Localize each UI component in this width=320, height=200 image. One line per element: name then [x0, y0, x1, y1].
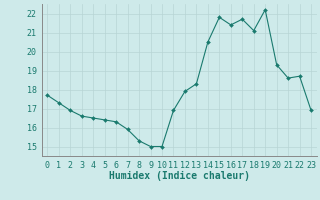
X-axis label: Humidex (Indice chaleur): Humidex (Indice chaleur)	[109, 171, 250, 181]
